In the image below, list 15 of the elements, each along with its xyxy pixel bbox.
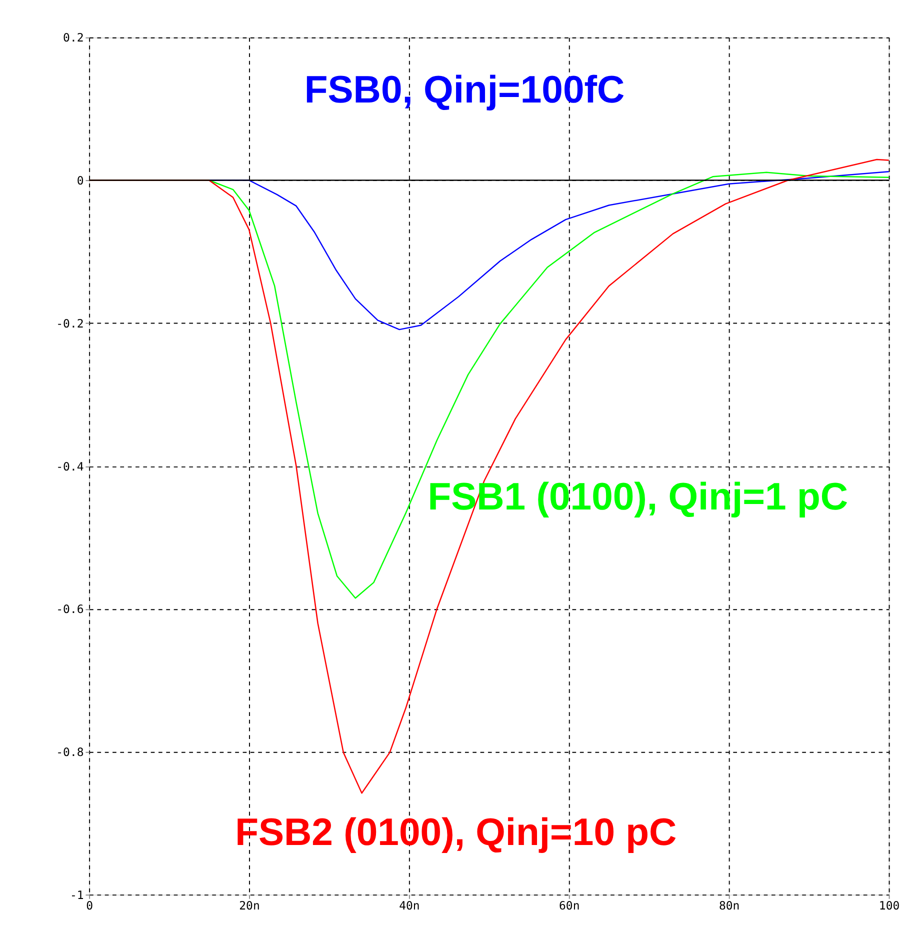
y-tick-label: 0: [76, 174, 84, 188]
y-tick-label: -0.8: [56, 745, 84, 760]
y-tick-label: 0.2: [63, 30, 84, 45]
y-tick-label: -0.2: [56, 316, 84, 330]
x-tick-label: 100: [878, 898, 900, 912]
y-tick-label: -0.4: [56, 459, 84, 474]
text: FSB2 (0100), Qinj=10 pC: [235, 810, 677, 854]
x-tick-label: 20n: [239, 898, 260, 912]
x-tick-label: 80n: [718, 898, 740, 912]
x-tick-label: 40n: [399, 898, 420, 912]
y-tick-label: -1: [70, 888, 84, 902]
y-tick-label: -0.6: [56, 602, 84, 616]
x-tick-label: 60n: [559, 898, 580, 912]
text: FSB0, Qinj=100fC: [304, 68, 625, 112]
x-tick-label: 0: [86, 898, 94, 912]
